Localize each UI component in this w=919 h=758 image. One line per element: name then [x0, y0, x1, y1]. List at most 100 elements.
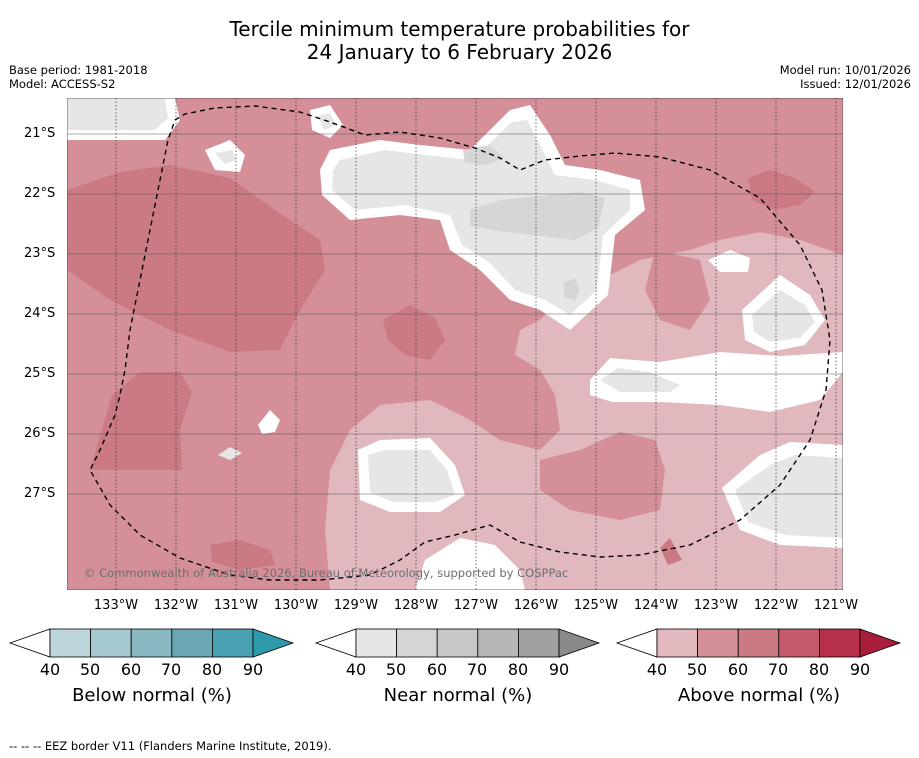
eez-border — [89, 105, 831, 581]
base-period: Base period: 1981-2018 — [9, 63, 148, 77]
lat-label: 21°S — [24, 126, 56, 141]
lon-label: 130°W — [273, 598, 319, 613]
issued-date: Issued: 12/01/2026 — [800, 77, 911, 91]
field-above-50b — [540, 432, 665, 520]
lat-label: 25°S — [24, 366, 56, 381]
field-blank-small — [258, 410, 280, 434]
field-above-tiny — [660, 538, 682, 565]
title-line-1: Tercile minimum temperature probabilitie… — [229, 17, 690, 41]
lat-gridlines — [67, 133, 843, 495]
field-near-right2-border — [708, 250, 750, 272]
colorbar-above-swatches — [615, 628, 902, 658]
colorbar-swatch — [778, 628, 820, 658]
field-near-topleft — [67, 98, 168, 130]
cb-tick: 40 — [39, 660, 61, 679]
colorbar-swatch — [436, 628, 479, 658]
colorbar-below-title: Below normal (%) — [72, 685, 232, 706]
lon-label: 124°W — [633, 598, 679, 613]
cb-tick: 80 — [507, 660, 529, 679]
colorbar-swatch — [49, 628, 91, 658]
colorbar-above-title: Above normal (%) — [677, 685, 841, 706]
colorbar-swatch — [211, 628, 254, 658]
credit-text: © Commonwealth of Australia 2026, Bureau… — [84, 566, 569, 580]
colorbar-extend-high — [558, 628, 601, 658]
lon-label: 133°W — [93, 598, 139, 613]
colorbar-swatch — [171, 628, 213, 658]
colorbar-swatch — [517, 628, 560, 658]
lat-label: 24°S — [24, 306, 56, 321]
lat-label: 26°S — [24, 426, 56, 441]
colorbar-swatch — [477, 628, 519, 658]
model-name: Model: ACCESS-S2 — [9, 77, 116, 91]
colorbar-swatch — [355, 628, 397, 658]
colorbar-swatch — [130, 628, 173, 658]
cb-tick: 50 — [385, 660, 407, 679]
lon-label: 127°W — [453, 598, 499, 613]
colorbar-near-swatches — [314, 628, 601, 658]
meta-left: Base period: 1981-2018 Model: ACCESS-S2 — [9, 63, 148, 91]
colorbar-swatch — [737, 628, 780, 658]
title-line-2: 24 January to 6 February 2026 — [306, 40, 613, 64]
cb-tick: 40 — [646, 660, 668, 679]
field-above-50c — [645, 250, 710, 330]
field-near-right — [752, 290, 815, 342]
lat-label: 22°S — [24, 186, 56, 201]
colorbar-above — [615, 628, 902, 658]
colorbar-extend-low — [8, 628, 51, 658]
lon-label: 129°W — [333, 598, 379, 613]
colorbar-extend-high — [859, 628, 902, 658]
map-title: Tercile minimum temperature probabilitie… — [0, 18, 919, 64]
field-near-50c — [463, 145, 505, 165]
lon-label: 125°W — [573, 598, 619, 613]
lat-label: 27°S — [24, 486, 56, 501]
field-near-band-border — [590, 352, 843, 412]
cb-tick: 90 — [849, 660, 871, 679]
field-blank-bottom — [415, 538, 525, 590]
cb-tick: 50 — [79, 660, 101, 679]
map-fields — [67, 98, 843, 590]
cb-tick: 60 — [426, 660, 448, 679]
cb-tick: 70 — [767, 660, 789, 679]
field-above-60b — [90, 372, 192, 470]
lon-label: 128°W — [393, 598, 439, 613]
field-above-60e — [210, 540, 275, 570]
lon-label: 121°W — [813, 598, 859, 613]
field-near-50 — [470, 192, 605, 240]
colorbar-swatch — [396, 628, 438, 658]
colorbar-below — [8, 628, 295, 658]
field-near-lower — [368, 450, 455, 502]
colorbar-extend-high — [252, 628, 295, 658]
cb-tick: 40 — [345, 660, 367, 679]
cb-tick: 90 — [242, 660, 264, 679]
lon-label: 123°W — [693, 598, 739, 613]
field-above-60a — [67, 165, 325, 352]
cb-tick: 70 — [160, 660, 182, 679]
field-near-lr — [735, 455, 843, 538]
lon-label: 131°W — [213, 598, 259, 613]
colorbar-below-swatches — [8, 628, 295, 658]
lon-label: 126°W — [513, 598, 559, 613]
cb-tick: 80 — [808, 660, 830, 679]
meta-right: Model run: 10/01/2026 Issued: 12/01/2026 — [780, 63, 911, 91]
cb-tick: 70 — [466, 660, 488, 679]
colorbar-swatch — [656, 628, 698, 658]
cb-tick: 80 — [201, 660, 223, 679]
model-run: Model run: 10/01/2026 — [779, 63, 911, 77]
field-above-60c — [383, 305, 445, 360]
colorbar-extend-low — [314, 628, 357, 658]
lat-label: 23°S — [24, 246, 56, 261]
field-above-60d — [748, 170, 815, 210]
field-near-50b — [563, 278, 580, 300]
cb-tick: 50 — [686, 660, 708, 679]
eez-footnote: -- -- -- EEZ border V11 (Flanders Marine… — [9, 739, 332, 753]
cb-tick: 90 — [548, 660, 570, 679]
lon-gridlines — [115, 98, 837, 590]
lon-label: 122°W — [753, 598, 799, 613]
colorbar-near — [314, 628, 601, 658]
field-near-tiny — [218, 447, 242, 460]
colorbar-swatch — [90, 628, 132, 658]
colorbar-near-title: Near normal (%) — [383, 685, 533, 706]
colorbar-extend-low — [615, 628, 658, 658]
lon-label: 132°W — [153, 598, 199, 613]
